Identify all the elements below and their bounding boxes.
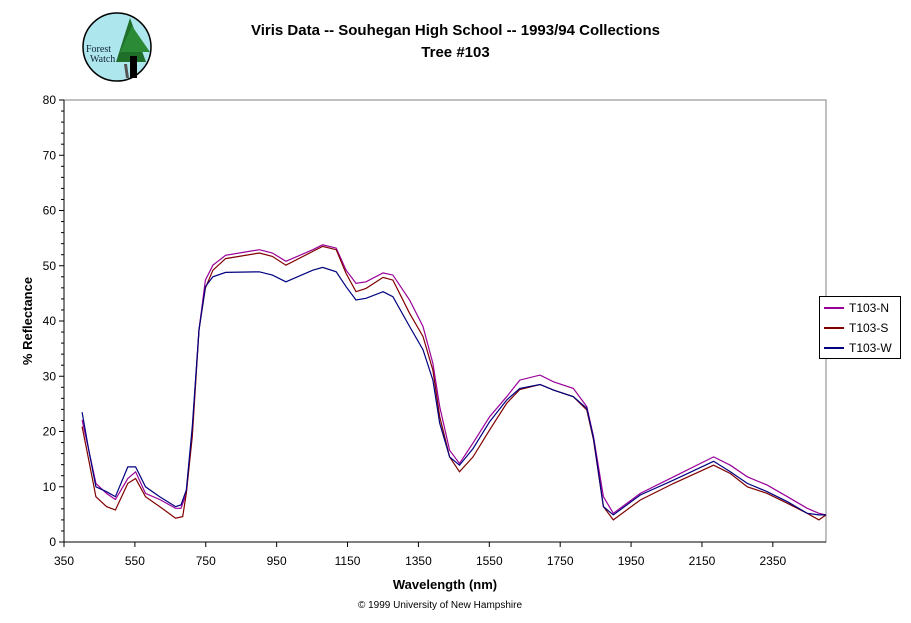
y-tick-label: 50	[43, 259, 57, 273]
legend-item-w: T103-W	[824, 341, 892, 355]
forest-watch-logo: Forest Watch	[82, 12, 152, 82]
y-tick-label: 70	[43, 148, 57, 162]
series-line-t103-n	[81, 244, 827, 516]
legend-label: T103-W	[849, 341, 892, 355]
legend-label: T103-N	[849, 301, 890, 315]
legend-item-n: T103-N	[824, 301, 889, 315]
series-line-t103-w	[81, 266, 826, 516]
plot-area	[63, 99, 827, 543]
y-tick-label: 20	[43, 425, 57, 439]
x-tick-label: 1350	[405, 554, 432, 568]
y-tick-label: 60	[43, 204, 57, 218]
svg-text:Forest: Forest	[86, 44, 111, 55]
legend-label: T103-S	[849, 321, 889, 335]
legend-swatch	[824, 327, 844, 329]
y-tick-label: 0	[49, 535, 56, 549]
y-tick-label: 80	[43, 93, 57, 107]
x-tick-label: 2150	[689, 554, 716, 568]
chart-title: Viris Data -- Souhegan High School -- 19…	[251, 22, 660, 39]
x-tick-label: 1950	[618, 554, 645, 568]
x-tick-label: 750	[196, 554, 216, 568]
copyright-notice: © 1999 University of New Hampshire	[357, 600, 523, 611]
y-axis-title: % Reflectance	[20, 277, 35, 365]
legend-swatch	[824, 347, 844, 349]
legend: T103-N T103-S T103-W	[819, 296, 901, 359]
x-tick-label: 350	[54, 554, 74, 568]
x-tick-label: 950	[267, 554, 287, 568]
y-tick-label: 10	[43, 480, 57, 494]
legend-item-s: T103-S	[824, 321, 888, 335]
x-axis-title: Wavelength (nm)	[393, 577, 497, 592]
chart-subtitle: Tree #103	[421, 44, 490, 61]
x-tick-label: 2350	[759, 554, 786, 568]
svg-text:Watch: Watch	[90, 54, 115, 65]
x-tick-label: 1550	[476, 554, 503, 568]
legend-swatch	[824, 307, 844, 309]
y-tick-label: 30	[43, 369, 57, 383]
series-line-t103-s	[81, 245, 827, 521]
x-tick-label: 1750	[547, 554, 574, 568]
y-tick-label: 40	[43, 314, 57, 328]
x-tick-label: 550	[125, 554, 145, 568]
x-tick-label: 1150	[335, 554, 361, 568]
